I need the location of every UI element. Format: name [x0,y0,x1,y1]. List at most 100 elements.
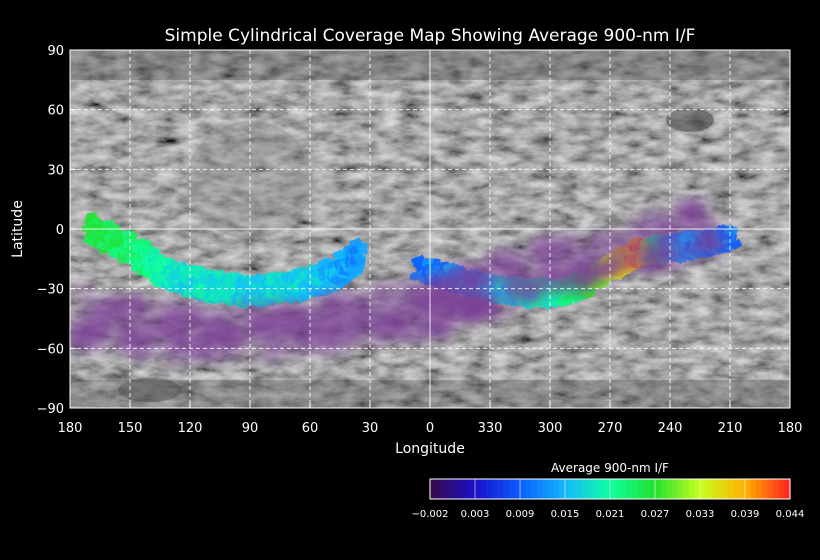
x-tick-label: 330 [478,421,503,436]
low-signal-mark [548,232,580,261]
colorbar-segment [722,479,729,499]
colorbar-segment [587,479,594,499]
colorbar-tick-label: 0.003 [461,509,490,520]
colorbar-segment [430,479,437,499]
low-signal-mark [70,278,97,302]
colorbar-segment [452,479,459,499]
chart-title: Simple Cylindrical Coverage Map Showing … [165,26,696,46]
colorbar-segment [649,479,656,499]
colorbar-segment [745,479,752,499]
colorbar-tick-label: −0.002 [411,509,448,520]
colorbar-tick-label: 0.033 [686,509,715,520]
colorbar-segment [767,479,774,499]
coverage-mark [237,277,251,291]
colorbar-segment [446,479,454,499]
low-signal-mark [163,300,202,333]
low-signal-mark [429,316,454,338]
colorbar-segment [638,479,645,499]
colorbar-segment [671,479,679,499]
colorbar-segment [773,479,780,499]
coverage-mark [87,212,98,221]
colorbar-segment [520,479,527,499]
colorbar-segment [610,479,617,499]
colorbar-segment [598,479,605,499]
colorbar-segment [626,479,634,499]
colorbar-segment [548,479,555,499]
low-signal-mark [461,261,492,290]
x-tick-label: 90 [242,421,259,436]
colorbar-segment [733,479,740,499]
colorbar-segment [508,479,515,499]
colorbar-segment [559,479,566,499]
low-signal-mark [604,253,628,274]
low-signal-mark [227,337,254,362]
low-signal-mark [471,295,500,321]
colorbar-segment [688,479,695,499]
coverage-mark [355,256,366,266]
grid-lines [70,50,790,408]
colorbar-segment [739,479,746,499]
colorbar-segment [503,479,510,499]
colorbar-tick-label: 0.009 [506,509,535,520]
x-tick-label: 270 [598,421,623,436]
coverage-swaths [70,194,743,368]
colorbar-label: Average 900-nm I/F [551,461,669,475]
coverage-mark [270,273,278,279]
x-tick-label: 300 [538,421,563,436]
colorbar-segment [615,479,622,499]
x-tick-label: 0 [426,421,434,436]
colorbar-tick-label: 0.039 [731,509,760,520]
coverage-mark [280,271,294,284]
colorbar-segment [458,479,465,499]
colorbar-segment [604,479,611,499]
colorbar-segment [711,479,718,499]
colorbar-segment [486,479,493,499]
colorbar-segments [430,479,791,499]
coverage-mark [354,264,364,273]
colorbar-segment [553,479,560,499]
coverage-mark [327,260,335,268]
x-axis-ticks: 180 150 120 90 60 30 0 330 300 270 240 210 180 [58,402,803,436]
colorbar-segment [761,479,769,499]
colorbar-segment [525,479,532,499]
colorbar-segment [700,479,707,499]
coverage-mark [155,277,164,286]
map-plot-area: 180 150 120 90 60 30 0 330 300 270 240 210 180 90603… [37,44,803,436]
y-tick-label: 90 [47,44,64,59]
coverage-mark [116,245,124,252]
colorbar-segment [531,479,538,499]
x-tick-label: 120 [178,421,203,436]
colorbar-segment [655,479,662,499]
y-tick-label: −30 [37,283,64,298]
colorbar-segment [475,479,482,499]
x-tick-label: 180 [778,421,803,436]
coverage-mark [208,277,221,290]
coverage-mark [730,239,743,250]
y-tick-label: −90 [37,402,64,417]
colorbar-segment [491,479,499,499]
y-axis-label: Latitude [10,200,26,258]
colorbar-segment [593,479,600,499]
colorbar-segment [778,479,785,499]
colorbar-segment [565,479,572,499]
colorbar-segment [570,479,577,499]
coverage-mark [332,249,345,261]
coverage-swath [70,194,733,368]
y-tick-label: 60 [47,104,64,119]
colorbar-segment [542,479,549,499]
colorbar: Average 900-nm I/F −0.002 0.003 0.009 0.015… [411,461,804,520]
colorbar-segment [643,479,650,499]
x-tick-label: 30 [362,421,379,436]
colorbar-segment [728,479,735,499]
y-tick-label: 0 [56,223,64,238]
coverage-mark [347,245,359,257]
colorbar-segment [581,479,589,499]
colorbar-tick-label: 0.044 [776,509,805,520]
coverage-mark [206,272,216,281]
low-signal-mark [682,194,711,220]
colorbar-tick-label: 0.021 [596,509,625,520]
colorbar-segment [683,479,690,499]
colorbar-segment [441,479,448,499]
colorbar-segment [705,479,712,499]
colorbar-segment [621,479,628,499]
